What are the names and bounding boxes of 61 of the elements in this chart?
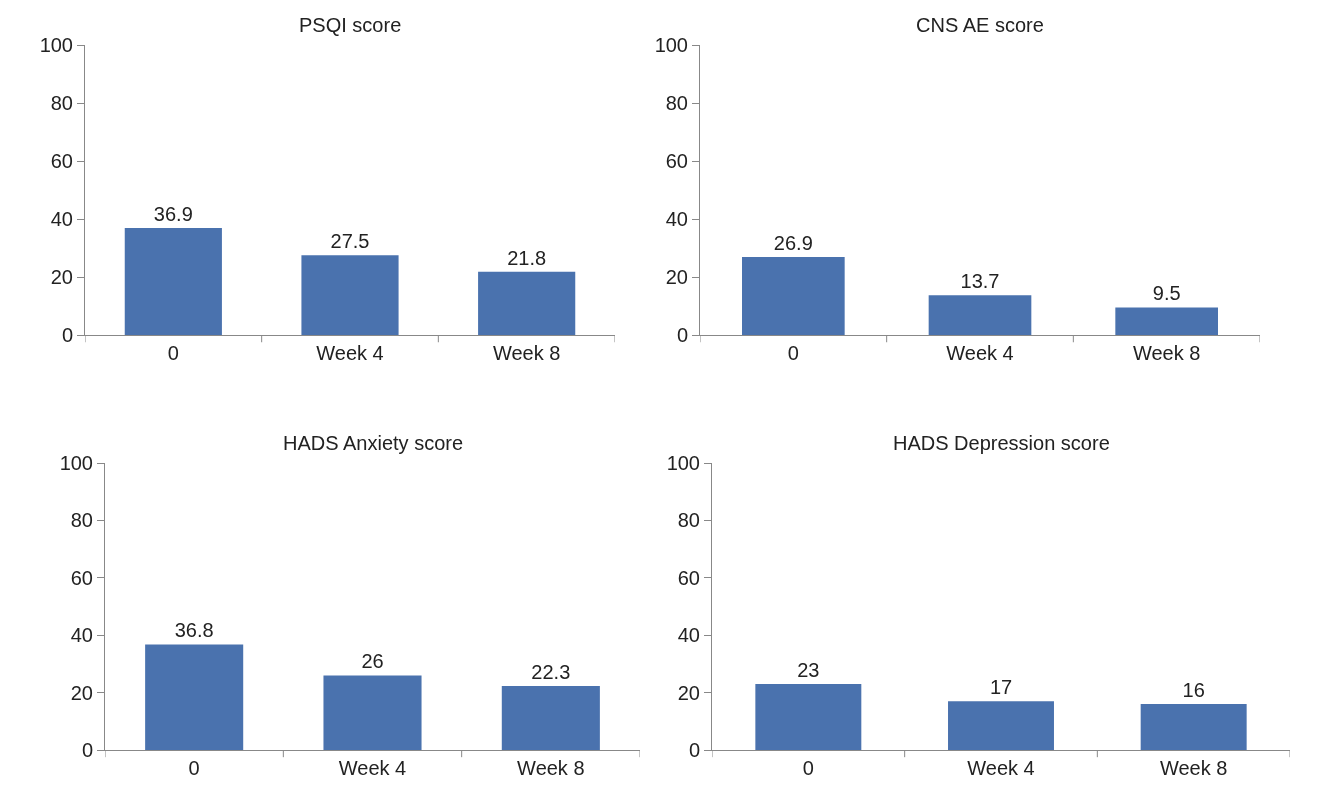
data-label: 27.5 xyxy=(330,230,370,253)
data-label: 36.8 xyxy=(174,619,214,642)
y-tick-label: 0 xyxy=(688,739,700,761)
y-tick-label: 100 xyxy=(39,34,73,56)
data-label: 21.8 xyxy=(507,246,547,269)
x-tick-label: 0 xyxy=(167,342,179,364)
x-tick-label: Week 4 xyxy=(316,342,384,364)
x-tick-label: Week 8 xyxy=(517,757,585,779)
x-tick-label: 0 xyxy=(787,342,799,364)
chart-title: HADS Anxiety score xyxy=(283,432,464,454)
y-tick-label: 60 xyxy=(677,566,700,589)
data-label: 22.3 xyxy=(531,661,571,683)
x-tick-label: Week 8 xyxy=(1132,342,1201,364)
y-tick-label: 40 xyxy=(665,208,688,230)
x-tick-label: Week 8 xyxy=(492,342,561,364)
y-tick-label: 60 xyxy=(70,566,93,589)
y-tick-label: 100 xyxy=(654,34,688,56)
bar xyxy=(323,675,422,750)
bar xyxy=(1115,307,1218,335)
chart-title: PSQI score xyxy=(299,14,402,36)
x-tick-label: Week 4 xyxy=(946,342,1014,364)
y-tick-label: 0 xyxy=(61,324,73,346)
chart-title: HADS Depression score xyxy=(893,432,1110,454)
y-tick-label: 20 xyxy=(70,681,93,704)
x-tick-label: 0 xyxy=(188,757,200,779)
y-tick-label: 40 xyxy=(677,624,700,647)
y-tick-label: 80 xyxy=(70,509,93,532)
bar xyxy=(124,227,222,335)
x-tick-label: Week 4 xyxy=(967,757,1035,779)
y-tick-label: 60 xyxy=(50,150,73,172)
x-tick-label: Week 4 xyxy=(338,757,407,779)
y-tick-label: 0 xyxy=(81,739,93,761)
y-tick-label: 20 xyxy=(665,266,688,288)
bar xyxy=(478,271,576,335)
y-tick-label: 20 xyxy=(677,681,700,704)
data-label: 17 xyxy=(989,676,1013,699)
bar xyxy=(501,686,600,750)
x-tick-label: 0 xyxy=(802,757,814,779)
data-label: 13.7 xyxy=(960,270,1000,293)
bar xyxy=(301,255,399,335)
data-label: 16 xyxy=(1182,679,1205,702)
y-tick-label: 100 xyxy=(59,452,93,474)
bar xyxy=(742,256,845,335)
y-tick-label: 80 xyxy=(50,92,73,114)
data-label: 26.9 xyxy=(773,231,813,254)
y-tick-label: 0 xyxy=(676,324,688,346)
y-tick-label: 60 xyxy=(665,150,688,172)
data-label: 36.9 xyxy=(153,202,193,225)
data-label: 26 xyxy=(361,650,384,673)
data-label: 23 xyxy=(797,658,820,681)
x-tick-label: Week 8 xyxy=(1159,757,1228,779)
y-tick-label: 20 xyxy=(50,266,73,288)
y-tick-label: 100 xyxy=(666,452,700,474)
y-tick-label: 40 xyxy=(50,208,73,230)
chart-title: CNS AE score xyxy=(916,14,1044,36)
data-label: 9.5 xyxy=(1152,282,1181,305)
bar xyxy=(145,644,244,750)
y-tick-label: 80 xyxy=(665,92,688,114)
bar xyxy=(928,295,1032,335)
y-tick-label: 80 xyxy=(677,509,700,532)
y-tick-label: 40 xyxy=(70,624,93,647)
